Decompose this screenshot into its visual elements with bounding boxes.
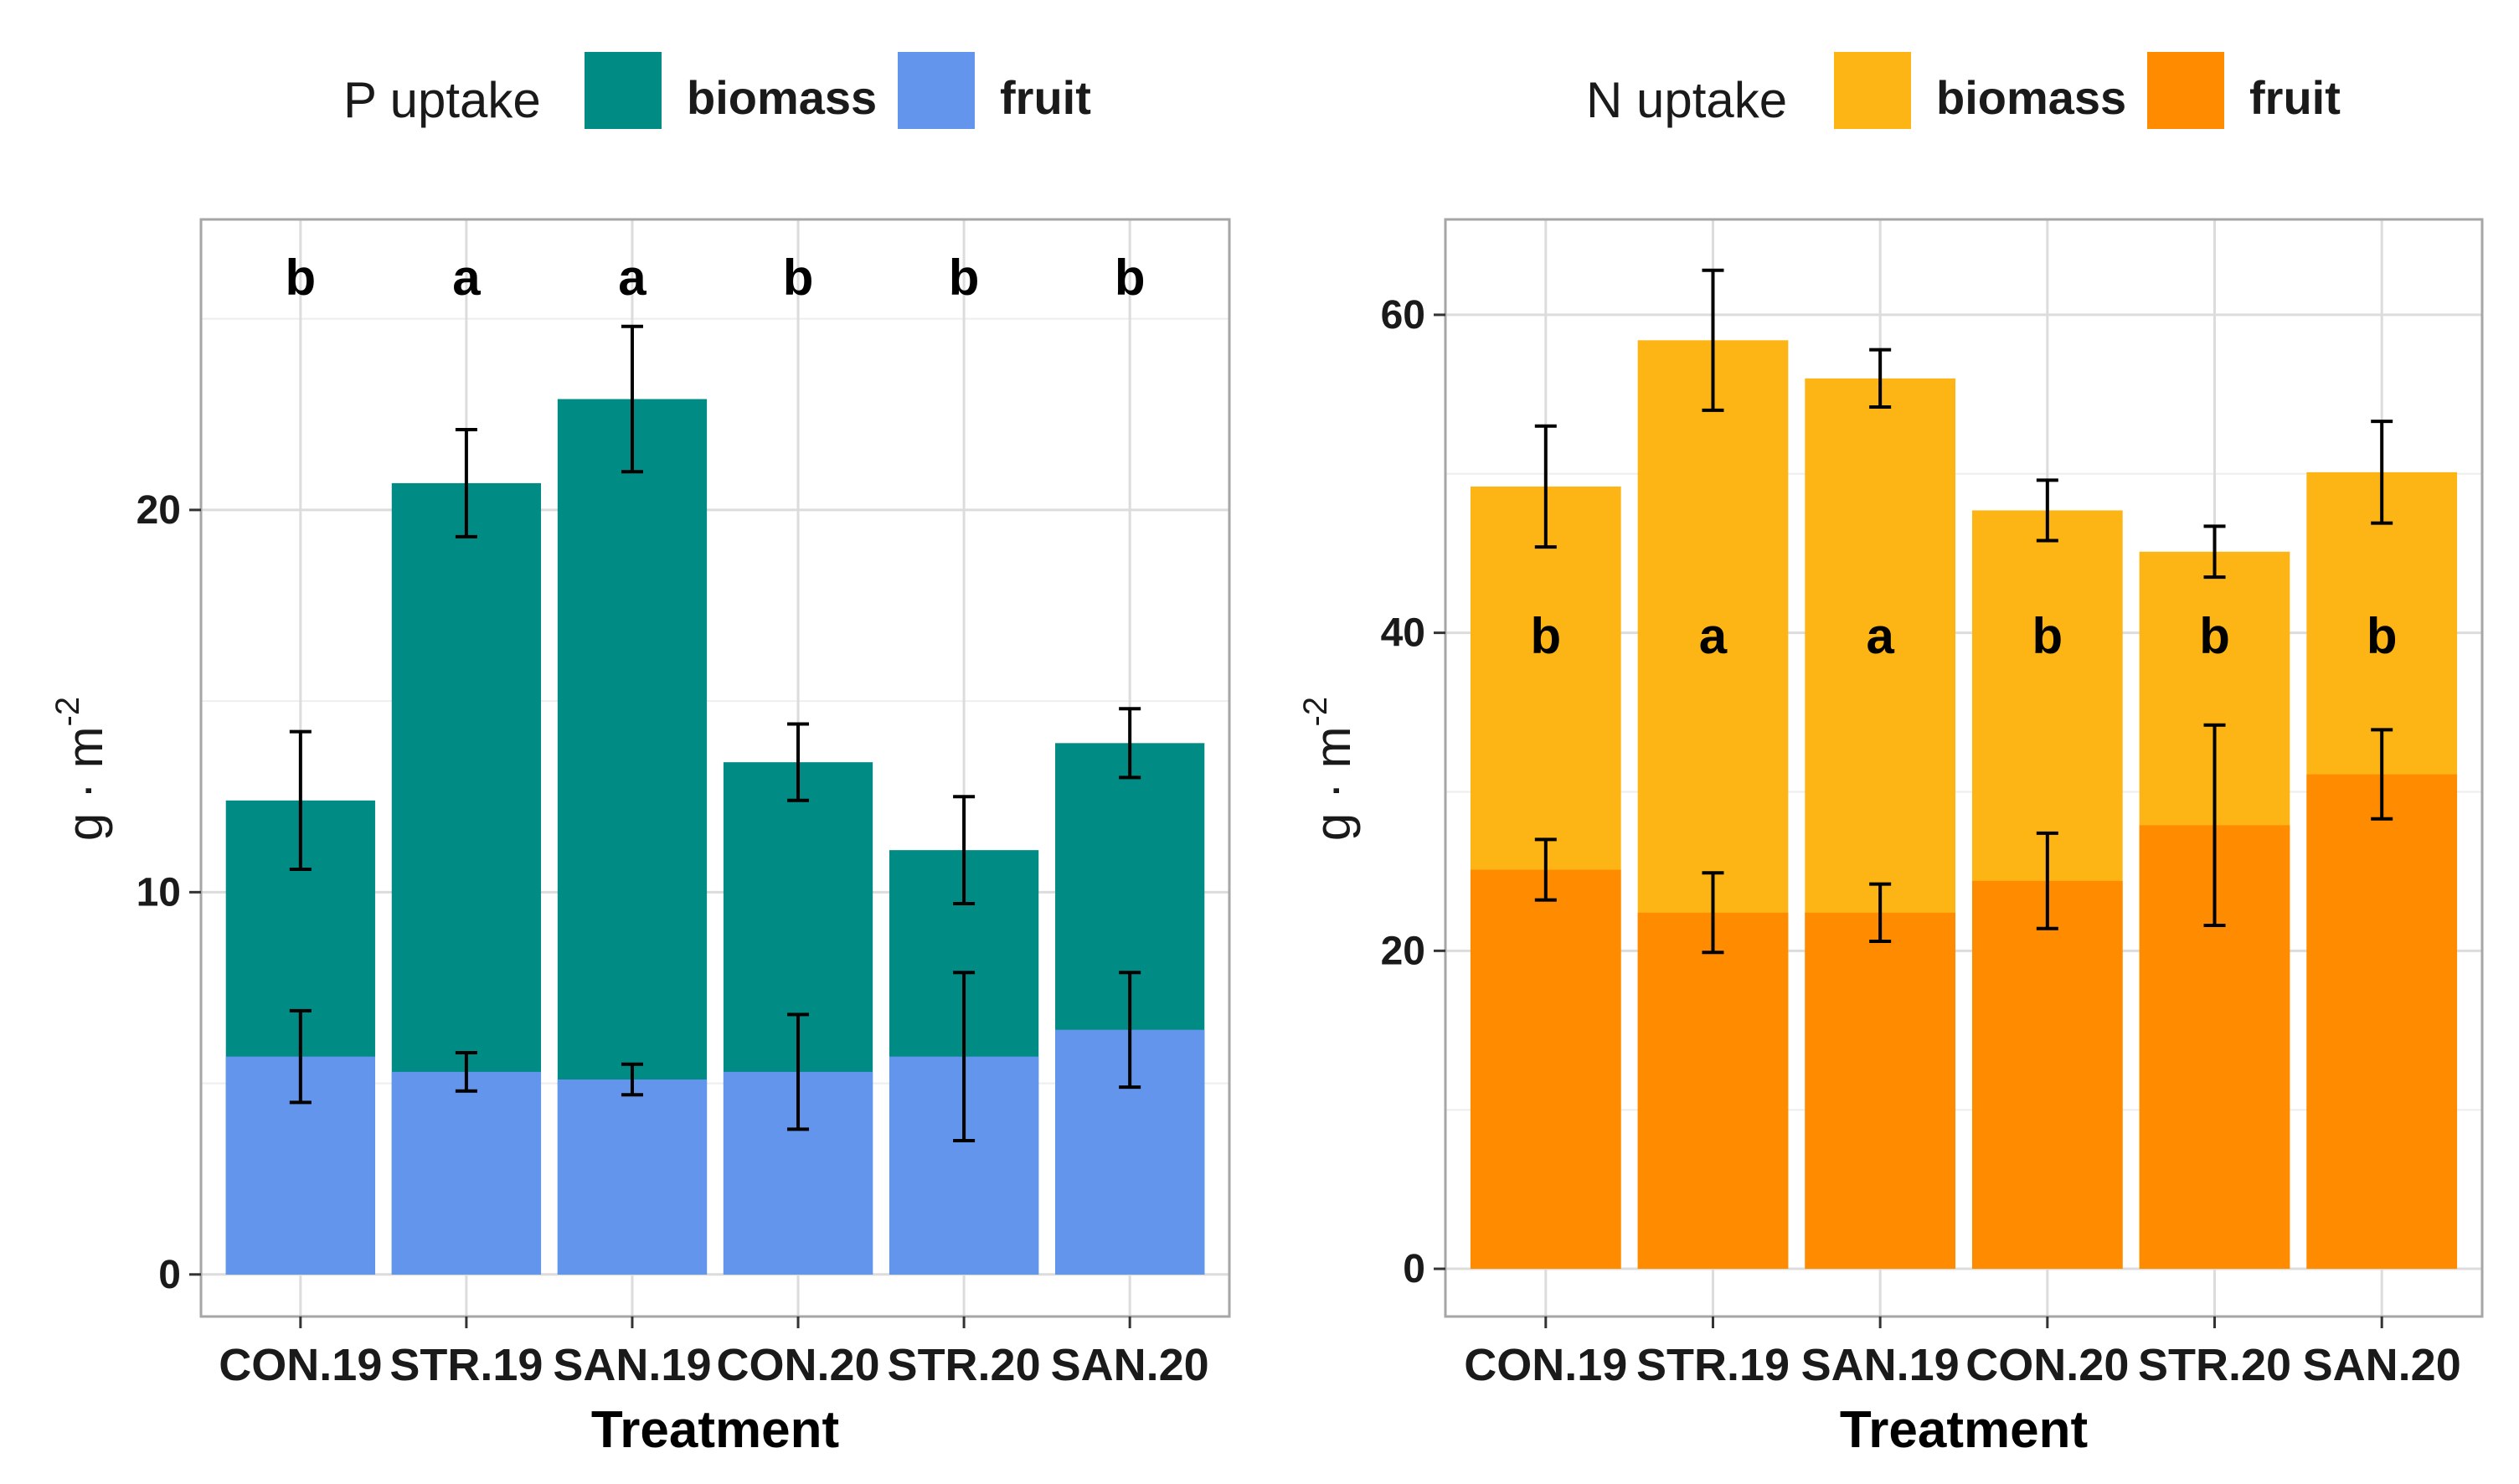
- p-x-tick-label-CON.20: CON.20: [716, 1340, 879, 1390]
- p-y-axis-title-sup: -2: [49, 697, 86, 727]
- n-sig-letter-STR.19: a: [1699, 608, 1728, 664]
- p-y-axis: 0 10 20: [137, 488, 201, 1297]
- n-errorbar-fruit-SAN.19: [1869, 882, 1892, 943]
- n-sig-letter-STR.20: b: [2199, 608, 2230, 664]
- p-errorbar-fruit-CON.19: [289, 1008, 312, 1105]
- p-errorbar-fruit-STR.19: [455, 1051, 477, 1093]
- n-y-axis-title-main: g · m: [1305, 726, 1361, 841]
- p-y-axis-title: g · m-2: [49, 697, 113, 841]
- n-bar-fruit-SAN.19: [1805, 912, 1956, 1270]
- p-x-tick-label-STR.20: STR.20: [888, 1340, 1041, 1390]
- n-y-tick-label: 20: [1381, 929, 1425, 973]
- n-bar-fruit-STR.19: [1637, 912, 1789, 1270]
- n-errorbar-fruit-SAN.20: [2371, 728, 2393, 821]
- n-uptake-chart: N uptake biomass fruit b a a b b b 0 20 40 60 CO…: [1297, 52, 2484, 1459]
- p-sig-letter-STR.19: a: [452, 250, 481, 306]
- p-bar-fruit-SAN.19: [557, 1080, 708, 1275]
- p-x-tick-label-SAN.20: SAN.20: [1051, 1340, 1209, 1390]
- p-legend: P uptake biomass fruit: [343, 52, 1091, 129]
- p-y-tick-label: 10: [137, 870, 181, 915]
- n-y-tick-label: 60: [1381, 293, 1425, 338]
- p-errorbar-biomass-CON.20: [787, 722, 810, 802]
- p-errorbar-fruit-STR.20: [953, 971, 976, 1143]
- n-errorbar-fruit-CON.20: [2036, 831, 2058, 930]
- n-errorbar-fruit-STR.20: [2203, 723, 2226, 927]
- n-errorbar-biomass-STR.19: [1702, 268, 1724, 412]
- p-sig-letter-STR.20: b: [949, 250, 980, 306]
- p-y-tick-label: 0: [158, 1253, 181, 1297]
- n-bar-fruit-CON.19: [1470, 869, 1621, 1270]
- p-sig-letter-CON.19: b: [286, 250, 317, 306]
- n-y-tick-label: 0: [1403, 1247, 1425, 1291]
- p-sig-letter-SAN.20: b: [1115, 250, 1146, 306]
- p-legend-swatch-biomass: [585, 52, 662, 129]
- p-uptake-chart: P uptake biomass fruit b a a b b b 0 10 20 CON.…: [49, 52, 1231, 1459]
- n-y-tick-label: 40: [1381, 611, 1425, 656]
- p-x-tick-label-SAN.19: SAN.19: [553, 1340, 711, 1390]
- p-y-axis-title-main: g · m: [57, 726, 113, 841]
- p-errorbar-fruit-SAN.20: [1119, 971, 1141, 1090]
- n-bar-fruit-CON.20: [1971, 880, 2123, 1270]
- p-y-tick-label: 20: [137, 488, 181, 533]
- p-x-tick-label-CON.19: CON.19: [219, 1340, 382, 1390]
- n-errorbar-biomass-CON.20: [2036, 478, 2058, 543]
- n-error-bars: [1534, 268, 2393, 955]
- p-errorbar-biomass-CON.19: [289, 729, 312, 871]
- n-y-axis: 0 20 40 60: [1381, 293, 1445, 1291]
- n-y-axis-title-sup: -2: [1297, 697, 1334, 727]
- n-errorbar-biomass-STR.20: [2203, 524, 2226, 580]
- n-errorbar-biomass-SAN.19: [1869, 348, 1892, 410]
- p-error-bars: [289, 324, 1141, 1143]
- p-errorbar-biomass-STR.19: [455, 428, 477, 538]
- p-errorbar-biomass-SAN.19: [621, 324, 643, 474]
- n-x-axis-title: Treatment: [1840, 1401, 2088, 1459]
- n-x-tick-label-CON.19: CON.19: [1464, 1340, 1627, 1390]
- n-bar-fruit-SAN.20: [2306, 774, 2458, 1270]
- n-legend-swatch-biomass: [1834, 52, 1911, 129]
- p-sig-letter-SAN.19: a: [618, 250, 646, 306]
- n-y-axis-title: g · m-2: [1297, 697, 1361, 841]
- n-panel-border: [1444, 218, 2484, 1318]
- p-errorbar-biomass-SAN.20: [1119, 707, 1141, 780]
- p-panel-border: [199, 218, 1231, 1318]
- n-sig-letter-SAN.20: b: [2367, 608, 2398, 664]
- p-bar-fruit-STR.19: [391, 1071, 542, 1275]
- n-legend-title: N uptake: [1586, 72, 1787, 128]
- n-errorbar-fruit-CON.19: [1534, 837, 1557, 902]
- p-legend-label-biomass: biomass: [687, 71, 877, 124]
- n-legend: N uptake biomass fruit: [1586, 52, 2341, 129]
- p-x-tick-label-STR.19: STR.19: [389, 1340, 543, 1390]
- n-x-tick-label-CON.20: CON.20: [1965, 1340, 2129, 1390]
- p-errorbar-biomass-STR.20: [953, 795, 976, 906]
- p-x-axis: CON.19 STR.19 SAN.19 CON.20 STR.20 SAN.20: [219, 1317, 1209, 1390]
- p-errorbar-fruit-CON.20: [787, 1013, 810, 1131]
- n-sig-letter-SAN.19: a: [1866, 608, 1894, 664]
- n-errorbar-biomass-CON.19: [1534, 424, 1557, 549]
- n-x-tick-label-STR.20: STR.20: [2138, 1340, 2291, 1390]
- n-legend-swatch-fruit: [2147, 52, 2224, 129]
- p-x-axis-title: Treatment: [591, 1401, 839, 1459]
- n-x-tick-label-SAN.20: SAN.20: [2303, 1340, 2461, 1390]
- p-errorbar-fruit-SAN.19: [621, 1062, 643, 1097]
- p-legend-title: P uptake: [343, 72, 541, 128]
- n-errorbar-fruit-STR.19: [1702, 871, 1724, 955]
- p-sig-letter-CON.20: b: [783, 250, 814, 306]
- p-legend-swatch-fruit: [898, 52, 975, 129]
- n-legend-label-biomass: biomass: [1936, 71, 2126, 124]
- n-x-axis: CON.19 STR.19 SAN.19 CON.20 STR.20 SAN.20: [1464, 1317, 2461, 1390]
- n-x-tick-label-STR.19: STR.19: [1636, 1340, 1790, 1390]
- n-sig-letter-CON.20: b: [2032, 608, 2063, 664]
- n-sig-letter-CON.19: b: [1530, 608, 1561, 664]
- p-legend-label-fruit: fruit: [1000, 71, 1091, 124]
- n-legend-label-fruit: fruit: [2249, 71, 2341, 124]
- p-bars: [225, 399, 1205, 1275]
- n-x-tick-label-SAN.19: SAN.19: [1801, 1340, 1960, 1390]
- n-errorbar-biomass-SAN.20: [2371, 420, 2393, 525]
- n-bars: [1470, 340, 2458, 1270]
